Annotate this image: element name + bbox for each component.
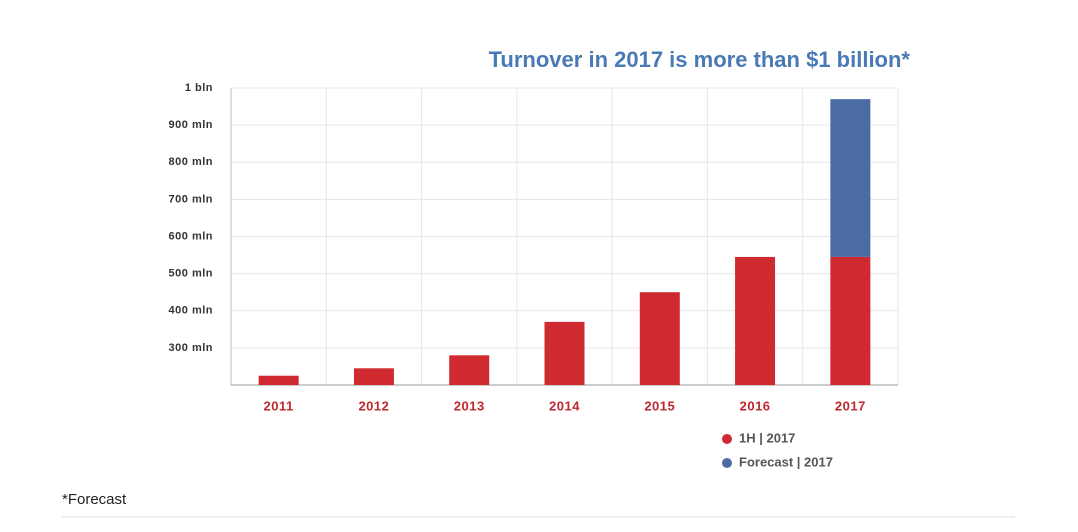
y-tick-label: 1 bln [185, 82, 213, 94]
y-tick-label: 800 mln [169, 156, 213, 168]
bar [639, 292, 680, 385]
bar [735, 256, 776, 385]
footnote: *Forecast [62, 491, 127, 508]
x-tick-label: 2017 [835, 398, 866, 413]
x-tick-label: 2014 [549, 398, 580, 413]
chart-title: Turnover in 2017 is more than $1 billion… [489, 47, 911, 72]
y-tick-label: 400 mln [169, 305, 213, 317]
bar [449, 355, 490, 385]
y-tick-label: 900 mln [169, 119, 213, 131]
x-tick-label: 2013 [454, 398, 485, 413]
bar [353, 368, 394, 385]
bar [830, 256, 871, 385]
bar [830, 99, 871, 257]
y-tick-label: 500 mln [169, 268, 213, 280]
bar [544, 321, 585, 385]
legend-marker [722, 434, 732, 444]
x-tick-label: 2015 [644, 398, 675, 413]
y-tick-label: 600 mln [169, 230, 213, 242]
x-tick-label: 2016 [740, 398, 771, 413]
legend-label: 1H | 2017 [739, 430, 795, 445]
y-tick-label: 300 mln [169, 342, 213, 354]
x-tick-label: 2012 [358, 398, 389, 413]
bar [258, 375, 299, 385]
legend-label: Forecast | 2017 [739, 454, 833, 469]
legend-marker [722, 458, 732, 468]
x-tick-label: 2011 [264, 398, 294, 413]
y-tick-label: 700 mln [169, 193, 213, 205]
